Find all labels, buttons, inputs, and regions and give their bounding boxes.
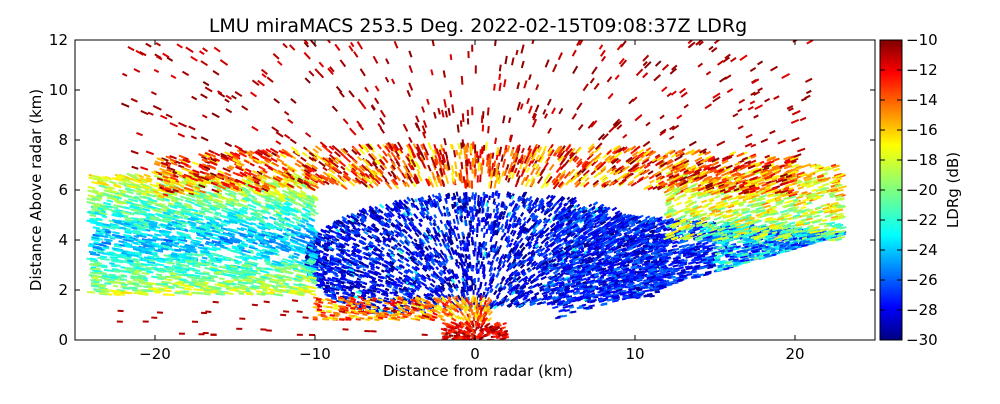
radar-gate [485, 282, 486, 286]
radar-gate [444, 206, 445, 209]
radar-gate [322, 240, 326, 242]
radar-gate [363, 269, 366, 270]
radar-gate [394, 268, 398, 270]
radar-gate [445, 238, 447, 241]
radar-gate [459, 280, 460, 283]
radar-gate [456, 237, 457, 241]
radar-gate [549, 221, 551, 223]
radar-gate [481, 247, 482, 252]
radar-gate [507, 259, 509, 262]
radar-gate [341, 289, 346, 290]
radar-gate [347, 250, 350, 251]
radar-gate [517, 205, 519, 210]
radar-gate [648, 250, 653, 252]
radar-gate [458, 265, 459, 268]
radar-gate [329, 282, 333, 283]
radar-gate [507, 192, 508, 196]
radar-gate [496, 283, 499, 288]
radar-gate [433, 223, 435, 226]
radar-gate [357, 279, 361, 280]
radar-gate [326, 283, 329, 284]
radar-gate [501, 224, 503, 229]
radar-gate [329, 288, 333, 289]
radar-gate [378, 244, 381, 246]
radar-gate [494, 267, 495, 270]
radar-gate [486, 248, 487, 251]
radar-gate [507, 230, 508, 233]
radar-gate [428, 245, 431, 249]
radar-gate [400, 305, 404, 306]
radar-gate [432, 280, 435, 283]
radar-gate [498, 193, 499, 197]
radar-gate [574, 205, 577, 208]
radar-gate [498, 203, 499, 206]
radar-gate [433, 194, 434, 197]
radar-gate [527, 268, 530, 270]
radar-gate [441, 250, 444, 255]
radar-gate [430, 284, 434, 287]
chart-title: LMU miraMACS 253.5 Deg. 2022-02-15T09:08… [209, 15, 747, 37]
radar-gate [362, 290, 366, 291]
radar-gate [511, 230, 513, 234]
radar-gate [546, 228, 549, 231]
radar-gate [567, 197, 569, 199]
radar-gate [459, 262, 460, 265]
radar-gate [592, 263, 596, 264]
radar-gate [654, 271, 659, 272]
radar-gate [466, 254, 467, 259]
radar-gate [325, 287, 328, 288]
radar-gate [490, 272, 491, 276]
radar-gate [484, 233, 485, 238]
radar-gate [364, 232, 368, 235]
radar-gate [497, 293, 500, 297]
radar-gate [589, 204, 592, 206]
radar-gate [488, 287, 490, 291]
radar-gate [359, 271, 364, 273]
radar-gate [499, 268, 501, 271]
radar-gate [324, 292, 328, 293]
radar-gate [617, 271, 622, 273]
radar-gate [463, 255, 464, 258]
radar-gate [382, 305, 386, 306]
radar-gate [488, 221, 489, 224]
radar-gate [440, 220, 442, 224]
radar-gate [439, 208, 441, 213]
radar-gate [469, 254, 470, 260]
radar-gate [487, 292, 488, 295]
radar-gate [511, 239, 513, 242]
data-marks [87, 37, 847, 341]
radar-gate [496, 241, 497, 244]
radar-gate [499, 245, 501, 249]
radar-gate [545, 257, 548, 259]
radar-gate [384, 298, 389, 299]
radar-gate [469, 240, 470, 246]
radar-gate [454, 219, 455, 224]
radar-gate [362, 229, 365, 231]
radar-gate [381, 294, 385, 295]
radar-gate [411, 198, 414, 202]
radar-gate [524, 217, 526, 220]
radar-gate [457, 192, 458, 197]
radar-gate [454, 232, 456, 238]
radar-gate [503, 260, 505, 264]
radar-gate [519, 238, 522, 243]
radar-gate [460, 247, 461, 251]
radar-gate [398, 272, 402, 274]
radar-gate [385, 295, 388, 296]
radar-gate [346, 294, 350, 295]
radar-gate [568, 281, 571, 282]
radar-gate [414, 239, 417, 242]
radar-gate [435, 243, 437, 246]
radar-gate [494, 209, 495, 213]
radar-gate [495, 202, 496, 205]
radar-gate [535, 205, 537, 208]
radar-gate [333, 231, 338, 233]
radar-gate [366, 213, 369, 215]
radar-gate [467, 246, 468, 252]
radar-gate [324, 280, 330, 281]
radar-gate [500, 282, 502, 285]
radar-gate [457, 219, 458, 225]
